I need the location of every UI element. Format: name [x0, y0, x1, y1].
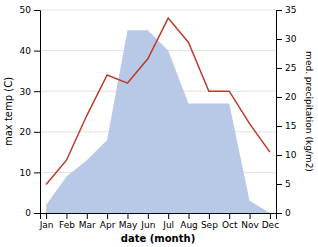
tick-label: Jan — [39, 220, 54, 230]
tick-label: 20 — [20, 127, 32, 137]
tick-label: Jul — [162, 220, 174, 230]
tick-label: Oct — [222, 220, 238, 230]
tick: 35 — [276, 5, 296, 15]
tick-mark — [276, 155, 282, 156]
tick: Jan — [39, 213, 54, 230]
axis-line — [34, 11, 41, 214]
tick: 15 — [276, 121, 296, 131]
tick-label: Sep — [201, 220, 218, 230]
tick-mark — [276, 126, 282, 127]
marks — [46, 18, 270, 213]
tick: 10 — [20, 168, 40, 178]
tick-label: 5 — [285, 179, 291, 189]
tick-mark — [229, 213, 230, 219]
tick-label: 15 — [285, 121, 296, 131]
tick-label: 20 — [285, 92, 297, 102]
tick-mark — [270, 213, 271, 219]
tick: Nov — [241, 213, 259, 230]
tick: 0 — [276, 208, 291, 218]
tick-mark — [34, 172, 40, 173]
tick-label: 0 — [25, 208, 31, 218]
tick-mark — [34, 132, 40, 133]
line — [46, 18, 270, 184]
tick-mark — [276, 184, 282, 185]
tick-label: 25 — [285, 63, 296, 73]
tick: Feb — [59, 213, 75, 230]
tick: 0 — [25, 208, 40, 218]
tick-mark — [66, 213, 67, 219]
tick-mark — [34, 91, 40, 92]
tick-mark — [276, 68, 282, 69]
tick-label: 30 — [285, 34, 297, 44]
tick-mark — [276, 213, 282, 214]
tick-mark — [34, 10, 40, 11]
tick: 50 — [20, 5, 40, 15]
x-axis-title: date (month) — [121, 233, 195, 244]
tick-label: Nov — [241, 220, 259, 230]
axis-line — [41, 214, 277, 220]
tick: 30 — [276, 34, 297, 44]
tick: 25 — [276, 63, 296, 73]
area — [46, 30, 270, 213]
y2-axis-title: med. precipitation (kg/m2) — [304, 51, 314, 172]
tick: Aug — [180, 213, 198, 230]
tick: Jul — [162, 213, 174, 230]
tick-mark — [250, 213, 251, 219]
tick-label: 40 — [20, 46, 32, 56]
tick-label: Feb — [59, 220, 75, 230]
chart: Jan Feb Mar AprMayJun Jul AugSep OctNovDec 0 10 2… — [0, 0, 318, 247]
tick-label: May — [119, 220, 138, 230]
tick: Apr — [100, 213, 116, 230]
tick: 20 — [20, 127, 40, 137]
tick-label: Jun — [140, 220, 155, 230]
tick-mark — [168, 213, 169, 219]
tick-mark — [276, 10, 282, 11]
x-axis: Jan Feb Mar AprMayJun Jul AugSep OctNovDec — [39, 213, 279, 230]
tick-mark — [276, 39, 282, 40]
grid-line — [40, 10, 276, 11]
tick-mark — [276, 97, 282, 98]
tick-mark — [189, 213, 190, 219]
tick: May — [119, 213, 138, 230]
tick-mark — [127, 213, 128, 219]
tick: Jun — [140, 213, 155, 230]
tick-label: Mar — [79, 220, 96, 230]
tick: 10 — [276, 150, 297, 160]
tick-label: 10 — [20, 168, 32, 178]
tick: 5 — [276, 179, 291, 189]
tick-mark — [209, 213, 210, 219]
axis-line — [277, 11, 283, 214]
y-axis: 0 10 20 30 40 50 — [20, 5, 41, 218]
tick-label: Dec — [262, 220, 279, 230]
tick: 20 — [276, 92, 297, 102]
tick: 40 — [20, 46, 40, 56]
tick: Dec — [262, 213, 279, 230]
tick-label: 35 — [285, 5, 296, 15]
tick-label: Apr — [100, 220, 116, 230]
tick: Sep — [201, 213, 218, 230]
tick-mark — [107, 213, 108, 219]
tick-mark — [34, 51, 40, 52]
tick-mark — [34, 213, 40, 214]
plot: Jan Feb Mar AprMayJun Jul AugSep OctNovDec 0 10 2… — [3, 5, 314, 244]
tick-mark — [148, 213, 149, 219]
y2-axis: 0 5 10 15 20 25 30 35 — [276, 5, 297, 218]
tick-mark — [46, 213, 47, 219]
tick-label: 10 — [285, 150, 297, 160]
chart-container: Jan Feb Mar AprMayJun Jul AugSep OctNovDec 0 10 2… — [0, 0, 318, 247]
tick-mark — [87, 213, 88, 219]
tick: Mar — [79, 213, 96, 230]
grid — [40, 10, 276, 213]
tick-label: 30 — [20, 87, 32, 97]
y-axis-title: max temp (C) — [3, 77, 14, 146]
tick: Oct — [222, 213, 238, 230]
tick-label: Aug — [180, 220, 198, 230]
tick: 30 — [20, 87, 40, 97]
tick-label: 50 — [20, 5, 32, 15]
tick-label: 0 — [285, 208, 291, 218]
